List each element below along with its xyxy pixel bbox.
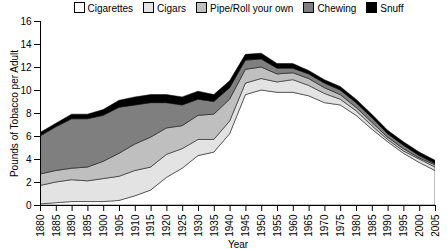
svg-text:10: 10 — [20, 85, 32, 96]
svg-text:0: 0 — [26, 200, 32, 211]
html-text:Chewing: Chewing — [317, 2, 357, 14]
svg-text:1915: 1915 — [145, 214, 156, 237]
svg-text:12: 12 — [20, 62, 32, 73]
svg-text:1920: 1920 — [161, 214, 172, 237]
svg-text:1930: 1930 — [193, 214, 204, 237]
svg-text:1895: 1895 — [82, 214, 93, 237]
svg-text:1940: 1940 — [224, 214, 235, 237]
svg-text:1935: 1935 — [209, 214, 220, 237]
svg-text:1985: 1985 — [367, 214, 378, 237]
svg-text:1925: 1925 — [177, 214, 188, 237]
svg-text:1885: 1885 — [51, 214, 62, 237]
svg-text:Year: Year — [228, 239, 249, 249]
svg-text:2005: 2005 — [430, 214, 441, 237]
svg-text:1975: 1975 — [335, 214, 346, 237]
svg-text:1905: 1905 — [114, 214, 125, 237]
svg-text:8: 8 — [26, 108, 32, 119]
svg-text:1950: 1950 — [256, 214, 267, 237]
html-text:Cigarettes: Cigarettes — [87, 2, 134, 14]
svg-text:1965: 1965 — [303, 214, 314, 237]
svg-text:1910: 1910 — [130, 214, 141, 237]
html-text:Snuff: Snuff — [380, 2, 404, 14]
svg-text:1995: 1995 — [398, 214, 409, 237]
svg-text:1900: 1900 — [98, 214, 109, 237]
svg-text:6: 6 — [26, 131, 32, 142]
svg-text:1955: 1955 — [272, 214, 283, 237]
svg-text:1890: 1890 — [66, 214, 77, 237]
svg-text:4: 4 — [26, 154, 32, 165]
html-text:Cigars: Cigars — [157, 2, 186, 14]
svg-text:1980: 1980 — [351, 214, 362, 237]
svg-text:1970: 1970 — [319, 214, 330, 237]
svg-text:1945: 1945 — [240, 214, 251, 237]
svg-text:16: 16 — [20, 16, 32, 27]
svg-text:1960: 1960 — [288, 214, 299, 237]
svg-text:2000: 2000 — [414, 214, 425, 237]
html-text:Pipe/Roll your own: Pipe/Roll your own — [210, 2, 294, 14]
svg-text:2: 2 — [26, 177, 32, 188]
svg-text:Pounds of Tobacco per Adult: Pounds of Tobacco per Adult — [9, 50, 20, 177]
svg-text:1880: 1880 — [35, 214, 46, 237]
svg-text:14: 14 — [20, 39, 32, 50]
svg-text:1990: 1990 — [382, 214, 393, 237]
